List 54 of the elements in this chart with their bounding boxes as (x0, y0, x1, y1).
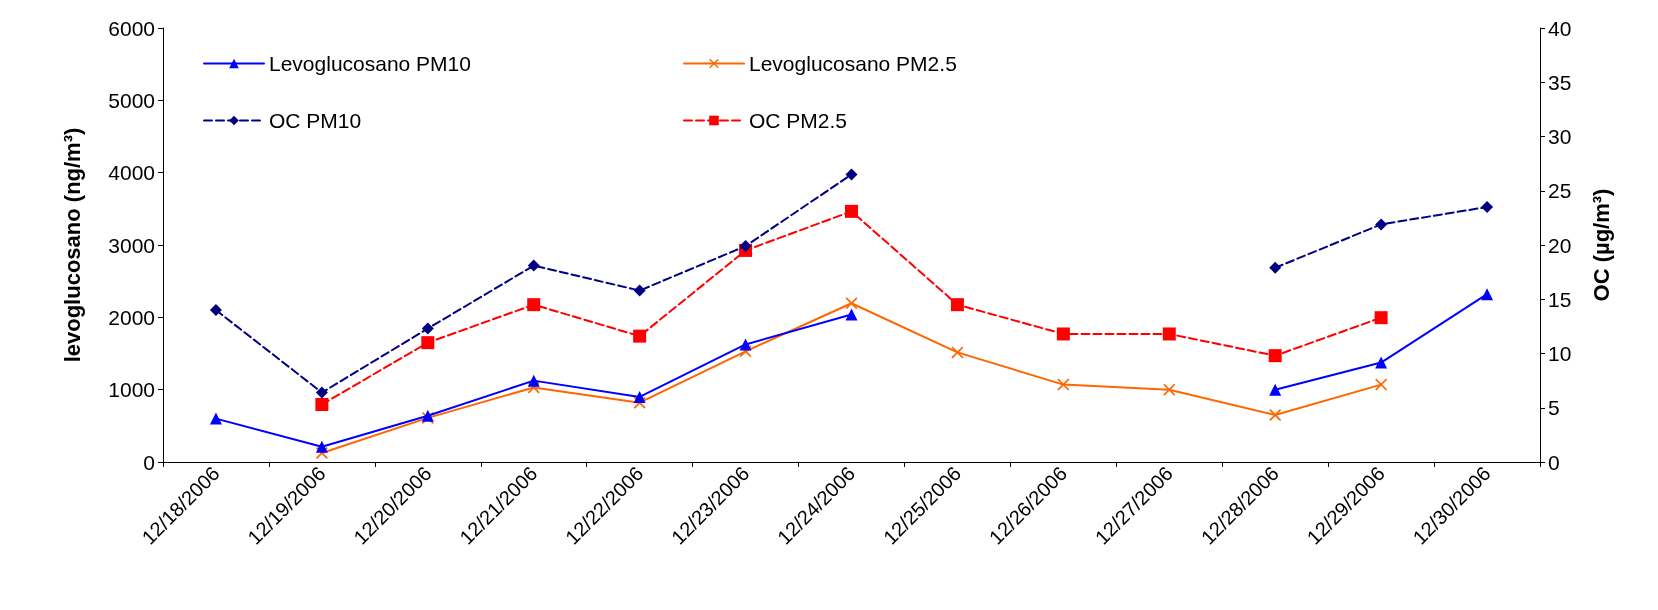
point (1163, 383, 1176, 396)
y-tick-label: 1000 (108, 378, 155, 402)
legend-label: Levoglucosano PM10 (269, 52, 471, 75)
point (845, 308, 858, 321)
point (1269, 408, 1282, 421)
point (1481, 288, 1494, 301)
point (315, 386, 328, 399)
point (315, 440, 328, 453)
point (1057, 378, 1070, 391)
y2-tick-label: 5 (1548, 396, 1560, 420)
point (1269, 261, 1282, 274)
y2-tick-label: 10 (1548, 342, 1572, 365)
y2-tick-label: 25 (1548, 179, 1572, 203)
point (527, 374, 540, 387)
y2-tick-label: 0 (1548, 450, 1560, 474)
point (209, 304, 222, 317)
legend-label: Levoglucosano PM2.5 (749, 52, 957, 75)
point (421, 336, 435, 350)
point (845, 168, 858, 181)
y-tick-label: 4000 (108, 161, 155, 185)
point (1269, 383, 1282, 396)
legend-label: OC PM10 (269, 109, 362, 132)
point (950, 298, 964, 312)
point (845, 204, 858, 218)
y2-tick-label: 15 (1548, 287, 1572, 311)
y-tick-label: 6000 (108, 16, 155, 40)
y-tick-label: 3000 (108, 233, 155, 257)
point (527, 298, 541, 312)
point (739, 338, 752, 351)
point (633, 284, 646, 297)
point (209, 412, 222, 425)
point (951, 346, 964, 359)
y2-tick-label: 35 (1548, 70, 1572, 94)
point (315, 397, 329, 411)
point (1481, 201, 1494, 214)
point (739, 240, 752, 253)
y2-tick-label: 30 (1548, 125, 1572, 148)
legend-label: OC PM2.5 (749, 109, 848, 132)
point (1268, 349, 1282, 363)
point (1375, 356, 1388, 369)
y2-tick-label: 20 (1548, 233, 1572, 257)
y-tick-label: 2000 (108, 305, 155, 329)
point (1375, 218, 1388, 231)
y-axis-title: levoglucosano (ng/m³) (59, 127, 85, 363)
point (633, 390, 646, 403)
y2-tick-label: 40 (1548, 16, 1572, 40)
point (527, 259, 540, 272)
point (1056, 327, 1070, 341)
point (1374, 311, 1388, 325)
y2-axis-title: OC (µg/m³) (1588, 188, 1614, 302)
point (1162, 327, 1176, 341)
point (633, 329, 647, 343)
point (421, 322, 434, 335)
y-tick-label: 5000 (108, 88, 155, 112)
